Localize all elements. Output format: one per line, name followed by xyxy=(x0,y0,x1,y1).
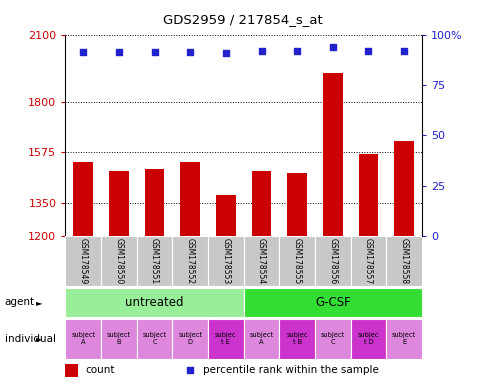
Bar xyxy=(208,319,243,359)
Bar xyxy=(358,154,378,236)
Bar xyxy=(279,319,314,359)
Bar xyxy=(172,319,208,359)
Text: agent: agent xyxy=(5,297,35,308)
Text: GSM178555: GSM178555 xyxy=(292,238,301,284)
Bar xyxy=(74,162,93,236)
Text: GSM178552: GSM178552 xyxy=(185,238,195,284)
Bar xyxy=(385,319,421,359)
Bar xyxy=(136,236,172,286)
Point xyxy=(151,49,158,55)
Bar xyxy=(393,141,413,236)
Text: subject
B: subject B xyxy=(106,333,131,345)
Bar xyxy=(243,319,279,359)
Text: G-CSF: G-CSF xyxy=(314,296,350,309)
Text: GSM178549: GSM178549 xyxy=(78,238,88,284)
Text: GDS2959 / 217854_s_at: GDS2959 / 217854_s_at xyxy=(162,13,322,26)
Bar xyxy=(314,236,350,286)
Point xyxy=(364,48,372,54)
Text: GSM178558: GSM178558 xyxy=(399,238,408,284)
Text: untreated: untreated xyxy=(125,296,183,309)
Bar xyxy=(287,174,306,236)
Bar xyxy=(145,169,164,236)
Text: subjec
t B: subjec t B xyxy=(286,333,307,345)
Text: subjec
t D: subjec t D xyxy=(357,333,378,345)
Bar xyxy=(208,236,243,286)
Bar xyxy=(279,236,314,286)
Bar xyxy=(314,319,350,359)
Bar xyxy=(350,319,385,359)
Point xyxy=(222,50,229,56)
Bar xyxy=(180,162,199,236)
Bar xyxy=(172,236,208,286)
Point xyxy=(115,49,122,55)
Bar xyxy=(65,364,78,376)
Text: subject
A: subject A xyxy=(249,333,273,345)
Bar xyxy=(243,288,421,317)
Bar xyxy=(251,171,271,236)
Text: count: count xyxy=(85,366,114,376)
Point xyxy=(328,44,336,50)
Point xyxy=(293,48,301,54)
Text: individual: individual xyxy=(5,334,56,344)
Text: subject
C: subject C xyxy=(320,333,344,345)
Bar xyxy=(243,236,279,286)
Text: GSM178554: GSM178554 xyxy=(257,238,266,284)
Text: GSM178557: GSM178557 xyxy=(363,238,372,284)
Text: subject
D: subject D xyxy=(178,333,202,345)
Text: GSM178550: GSM178550 xyxy=(114,238,123,284)
Text: GSM178553: GSM178553 xyxy=(221,238,230,284)
Bar xyxy=(65,319,101,359)
Text: subjec
t E: subjec t E xyxy=(215,333,236,345)
Bar xyxy=(350,236,385,286)
Point xyxy=(79,49,87,55)
Text: percentile rank within the sample: percentile rank within the sample xyxy=(202,366,378,376)
Bar xyxy=(216,195,235,236)
Bar xyxy=(136,319,172,359)
Bar xyxy=(65,236,101,286)
Bar xyxy=(322,73,342,236)
Text: GSM178556: GSM178556 xyxy=(328,238,337,284)
Text: GSM178551: GSM178551 xyxy=(150,238,159,284)
Bar xyxy=(101,236,136,286)
Bar xyxy=(101,319,136,359)
Point xyxy=(186,49,194,55)
Text: ►: ► xyxy=(36,298,43,307)
Text: ►: ► xyxy=(36,334,43,343)
Bar xyxy=(385,236,421,286)
Bar xyxy=(109,171,128,236)
Text: subject
C: subject C xyxy=(142,333,166,345)
Text: subject
E: subject E xyxy=(391,333,415,345)
Point xyxy=(257,48,265,54)
Point xyxy=(186,367,194,374)
Bar xyxy=(65,288,243,317)
Point xyxy=(399,48,407,54)
Text: subject
A: subject A xyxy=(71,333,95,345)
